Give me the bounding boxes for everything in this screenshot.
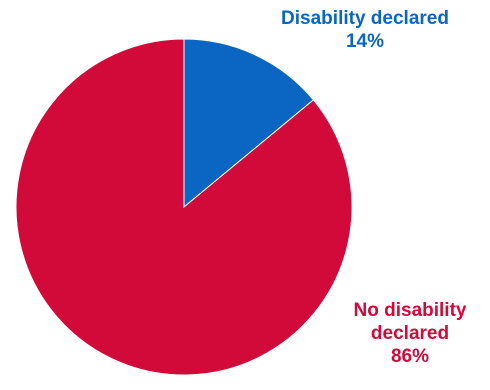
slice-name-line: declared [370, 323, 450, 344]
slice-name-line: No disability [353, 300, 467, 321]
slice-label-disability-declared: Disability declared 14% [250, 7, 480, 53]
slice-label-no-disability-declared: No disability declared 86% [330, 299, 490, 368]
slice-percentage: 14% [345, 31, 385, 52]
pie-slice-0 [183, 38, 315, 209]
pie-slice-1 [15, 38, 353, 376]
slice-percentage: 86% [390, 346, 430, 367]
slice-name-line: Disability declared [281, 8, 449, 29]
